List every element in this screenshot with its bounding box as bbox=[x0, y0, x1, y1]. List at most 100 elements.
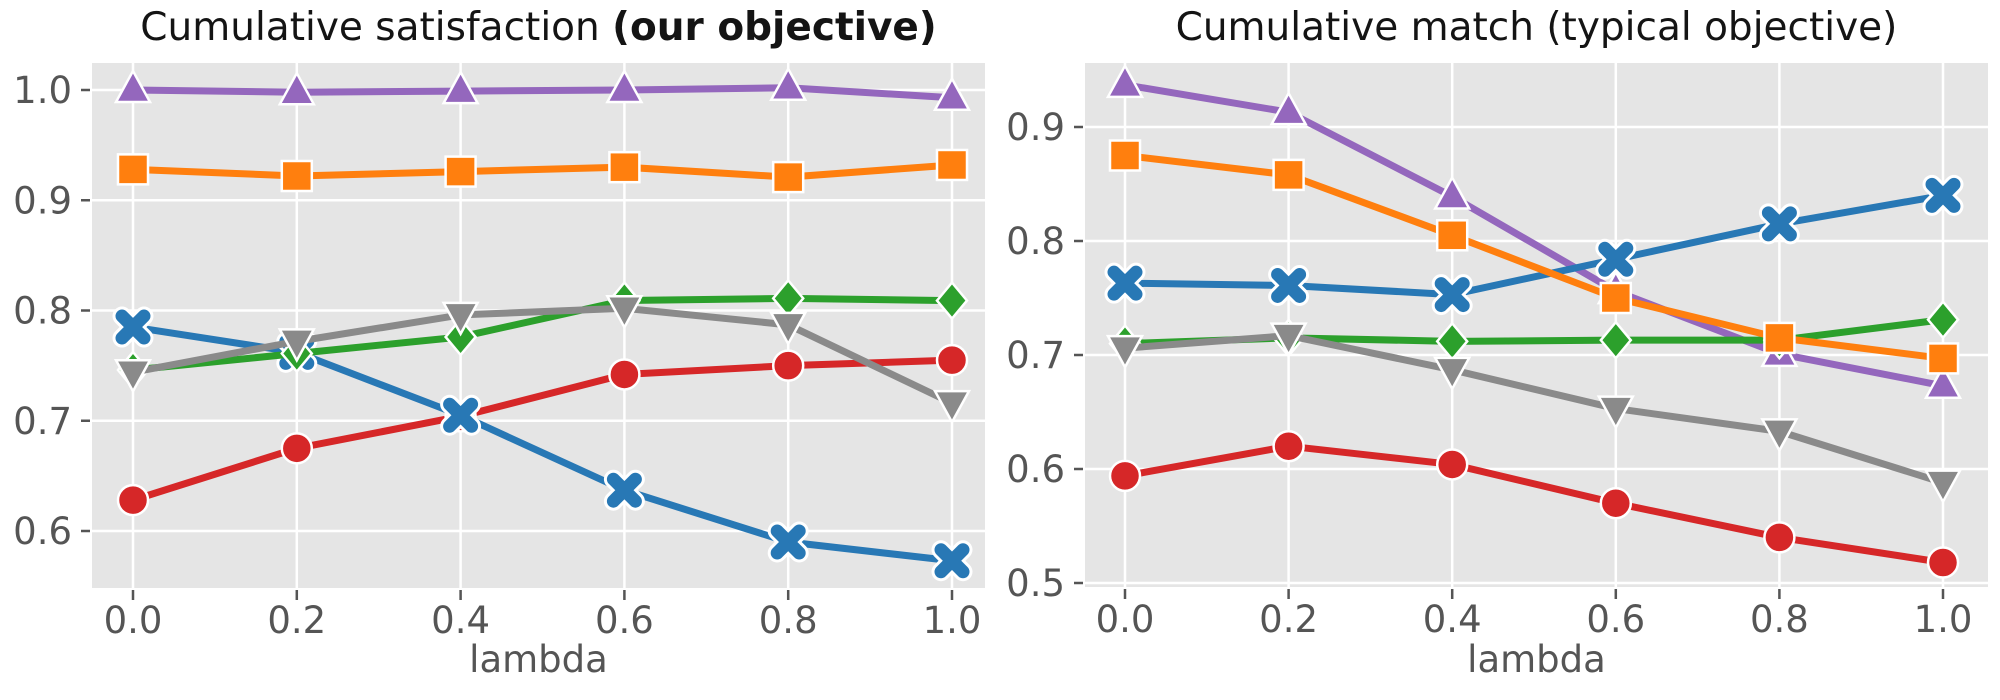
y-tick-label: 0.7 bbox=[13, 400, 72, 443]
series-line bbox=[1121, 442, 1947, 566]
series-line bbox=[1121, 332, 1947, 487]
series-gray-triangle-down bbox=[1105, 322, 1963, 505]
x-tick-label: 0.4 bbox=[431, 599, 490, 642]
x-tick-label: 0.2 bbox=[1259, 598, 1318, 641]
x-marker bbox=[1434, 277, 1470, 313]
x-marker bbox=[1761, 206, 1797, 242]
triangle-down-marker bbox=[1433, 356, 1472, 392]
square-marker bbox=[444, 155, 477, 188]
y-tick-label: 0.5 bbox=[1006, 562, 1065, 605]
circle-marker bbox=[1763, 521, 1796, 554]
triangle-down-marker bbox=[1596, 395, 1635, 431]
right-chart-title-regular: Cumulative match (typical objective) bbox=[1175, 5, 1898, 50]
triangle-up-marker bbox=[277, 70, 316, 106]
series-line bbox=[1121, 191, 1947, 299]
x-tick-label: 1.0 bbox=[1914, 598, 1973, 641]
plot-background bbox=[92, 63, 985, 588]
y-tick-label: 1.0 bbox=[13, 69, 72, 112]
x-marker bbox=[1925, 177, 1961, 213]
right-x-axis-label: lambda bbox=[1467, 638, 1606, 681]
triangle-down-marker bbox=[113, 358, 153, 394]
series-line bbox=[129, 84, 956, 102]
series-gray-triangle-down bbox=[113, 295, 972, 425]
y-tick-label: 0.9 bbox=[13, 179, 72, 222]
triangle-up-marker bbox=[441, 69, 480, 105]
series-line bbox=[1121, 152, 1947, 362]
x-marker bbox=[934, 543, 970, 579]
x-marker bbox=[606, 472, 642, 508]
series-blue-x bbox=[1104, 174, 1964, 316]
x-tick-label: 0.0 bbox=[1096, 598, 1155, 641]
circle-marker bbox=[771, 349, 805, 382]
y-tick-label: 0.6 bbox=[1006, 448, 1065, 491]
left-x-axis-label: lambda bbox=[469, 638, 608, 681]
triangle-down-marker bbox=[441, 301, 480, 337]
circle-marker bbox=[1926, 546, 1960, 579]
left-chart-title-bold: (our objective) bbox=[612, 5, 937, 50]
square-marker bbox=[771, 160, 805, 194]
series-line bbox=[1121, 81, 1947, 390]
x-marker bbox=[443, 397, 479, 433]
square-marker bbox=[1763, 321, 1796, 355]
triangle-down-marker bbox=[1269, 322, 1308, 358]
right-chart-title: Cumulative match (typical objective) bbox=[1085, 4, 1988, 52]
x-tick-label: 0.4 bbox=[1423, 598, 1482, 641]
y-tick-label: 0.8 bbox=[1006, 220, 1065, 263]
circle-marker bbox=[1108, 459, 1142, 493]
tick-marks bbox=[1074, 125, 1945, 599]
triangle-up-marker bbox=[1433, 174, 1472, 210]
x-tick-label: 1.0 bbox=[923, 599, 982, 642]
series-orange-square bbox=[116, 148, 969, 194]
series-red-circle bbox=[1108, 429, 1960, 579]
square-marker bbox=[1108, 139, 1142, 172]
diamond-marker bbox=[443, 317, 478, 357]
x-tick-label: 0.2 bbox=[267, 599, 326, 642]
square-marker bbox=[608, 150, 641, 184]
triangle-up-marker bbox=[1269, 90, 1308, 126]
plot-background bbox=[1085, 63, 1988, 587]
square-marker bbox=[935, 148, 969, 182]
y-tick-label: 0.9 bbox=[1006, 106, 1065, 149]
diamond-marker bbox=[935, 280, 969, 321]
triangle-down-marker bbox=[1923, 469, 1963, 505]
x-tick-label: 0.6 bbox=[1586, 598, 1645, 641]
left-chart-title-regular: Cumulative satisfaction bbox=[140, 5, 613, 50]
triangle-up-marker bbox=[769, 66, 808, 102]
x-marker bbox=[770, 524, 806, 560]
series-line bbox=[129, 356, 956, 504]
triangle-down-marker bbox=[932, 389, 972, 425]
triangle-down-marker bbox=[769, 311, 808, 347]
triangle-down-marker bbox=[277, 328, 316, 363]
circle-marker bbox=[1272, 429, 1305, 463]
y-tick-label: 0.8 bbox=[13, 290, 72, 333]
x-tick-label: 0.6 bbox=[595, 599, 654, 642]
series-purple-triangle-up bbox=[113, 66, 972, 111]
diamond-marker bbox=[1926, 299, 1960, 340]
tick-labels: 0.9 0.8 0.7 0.6 0.5 0.0 0.2 0.4 0.6 0.8 1.0 bbox=[1006, 106, 1972, 641]
square-marker bbox=[280, 159, 314, 193]
triangle-down-marker bbox=[1760, 418, 1799, 453]
series-orange-square bbox=[1108, 139, 1960, 375]
x-tick-label: 0.8 bbox=[1750, 598, 1809, 641]
circle-marker bbox=[1599, 486, 1633, 520]
triangle-up-marker bbox=[113, 68, 153, 104]
square-marker bbox=[1926, 342, 1960, 375]
series-purple-triangle-up bbox=[1105, 63, 1963, 400]
x-marker bbox=[1107, 265, 1143, 301]
square-marker bbox=[1272, 158, 1305, 192]
y-tick-label: 0.7 bbox=[1006, 334, 1065, 377]
square-marker bbox=[116, 153, 150, 186]
circle-marker bbox=[280, 432, 314, 465]
circle-marker bbox=[608, 358, 641, 391]
triangle-up-marker bbox=[605, 68, 644, 104]
x-tick-label: 0.0 bbox=[104, 599, 163, 642]
x-marker bbox=[1598, 241, 1634, 277]
diamond-marker bbox=[1599, 320, 1633, 361]
circle-marker bbox=[935, 343, 969, 377]
tick-labels: 1.0 0.9 0.8 0.7 0.6 0.0 0.2 0.4 0.6 0.8 1.0 bbox=[13, 69, 981, 642]
series-line bbox=[129, 294, 956, 374]
triangle-down-marker bbox=[1105, 334, 1145, 370]
